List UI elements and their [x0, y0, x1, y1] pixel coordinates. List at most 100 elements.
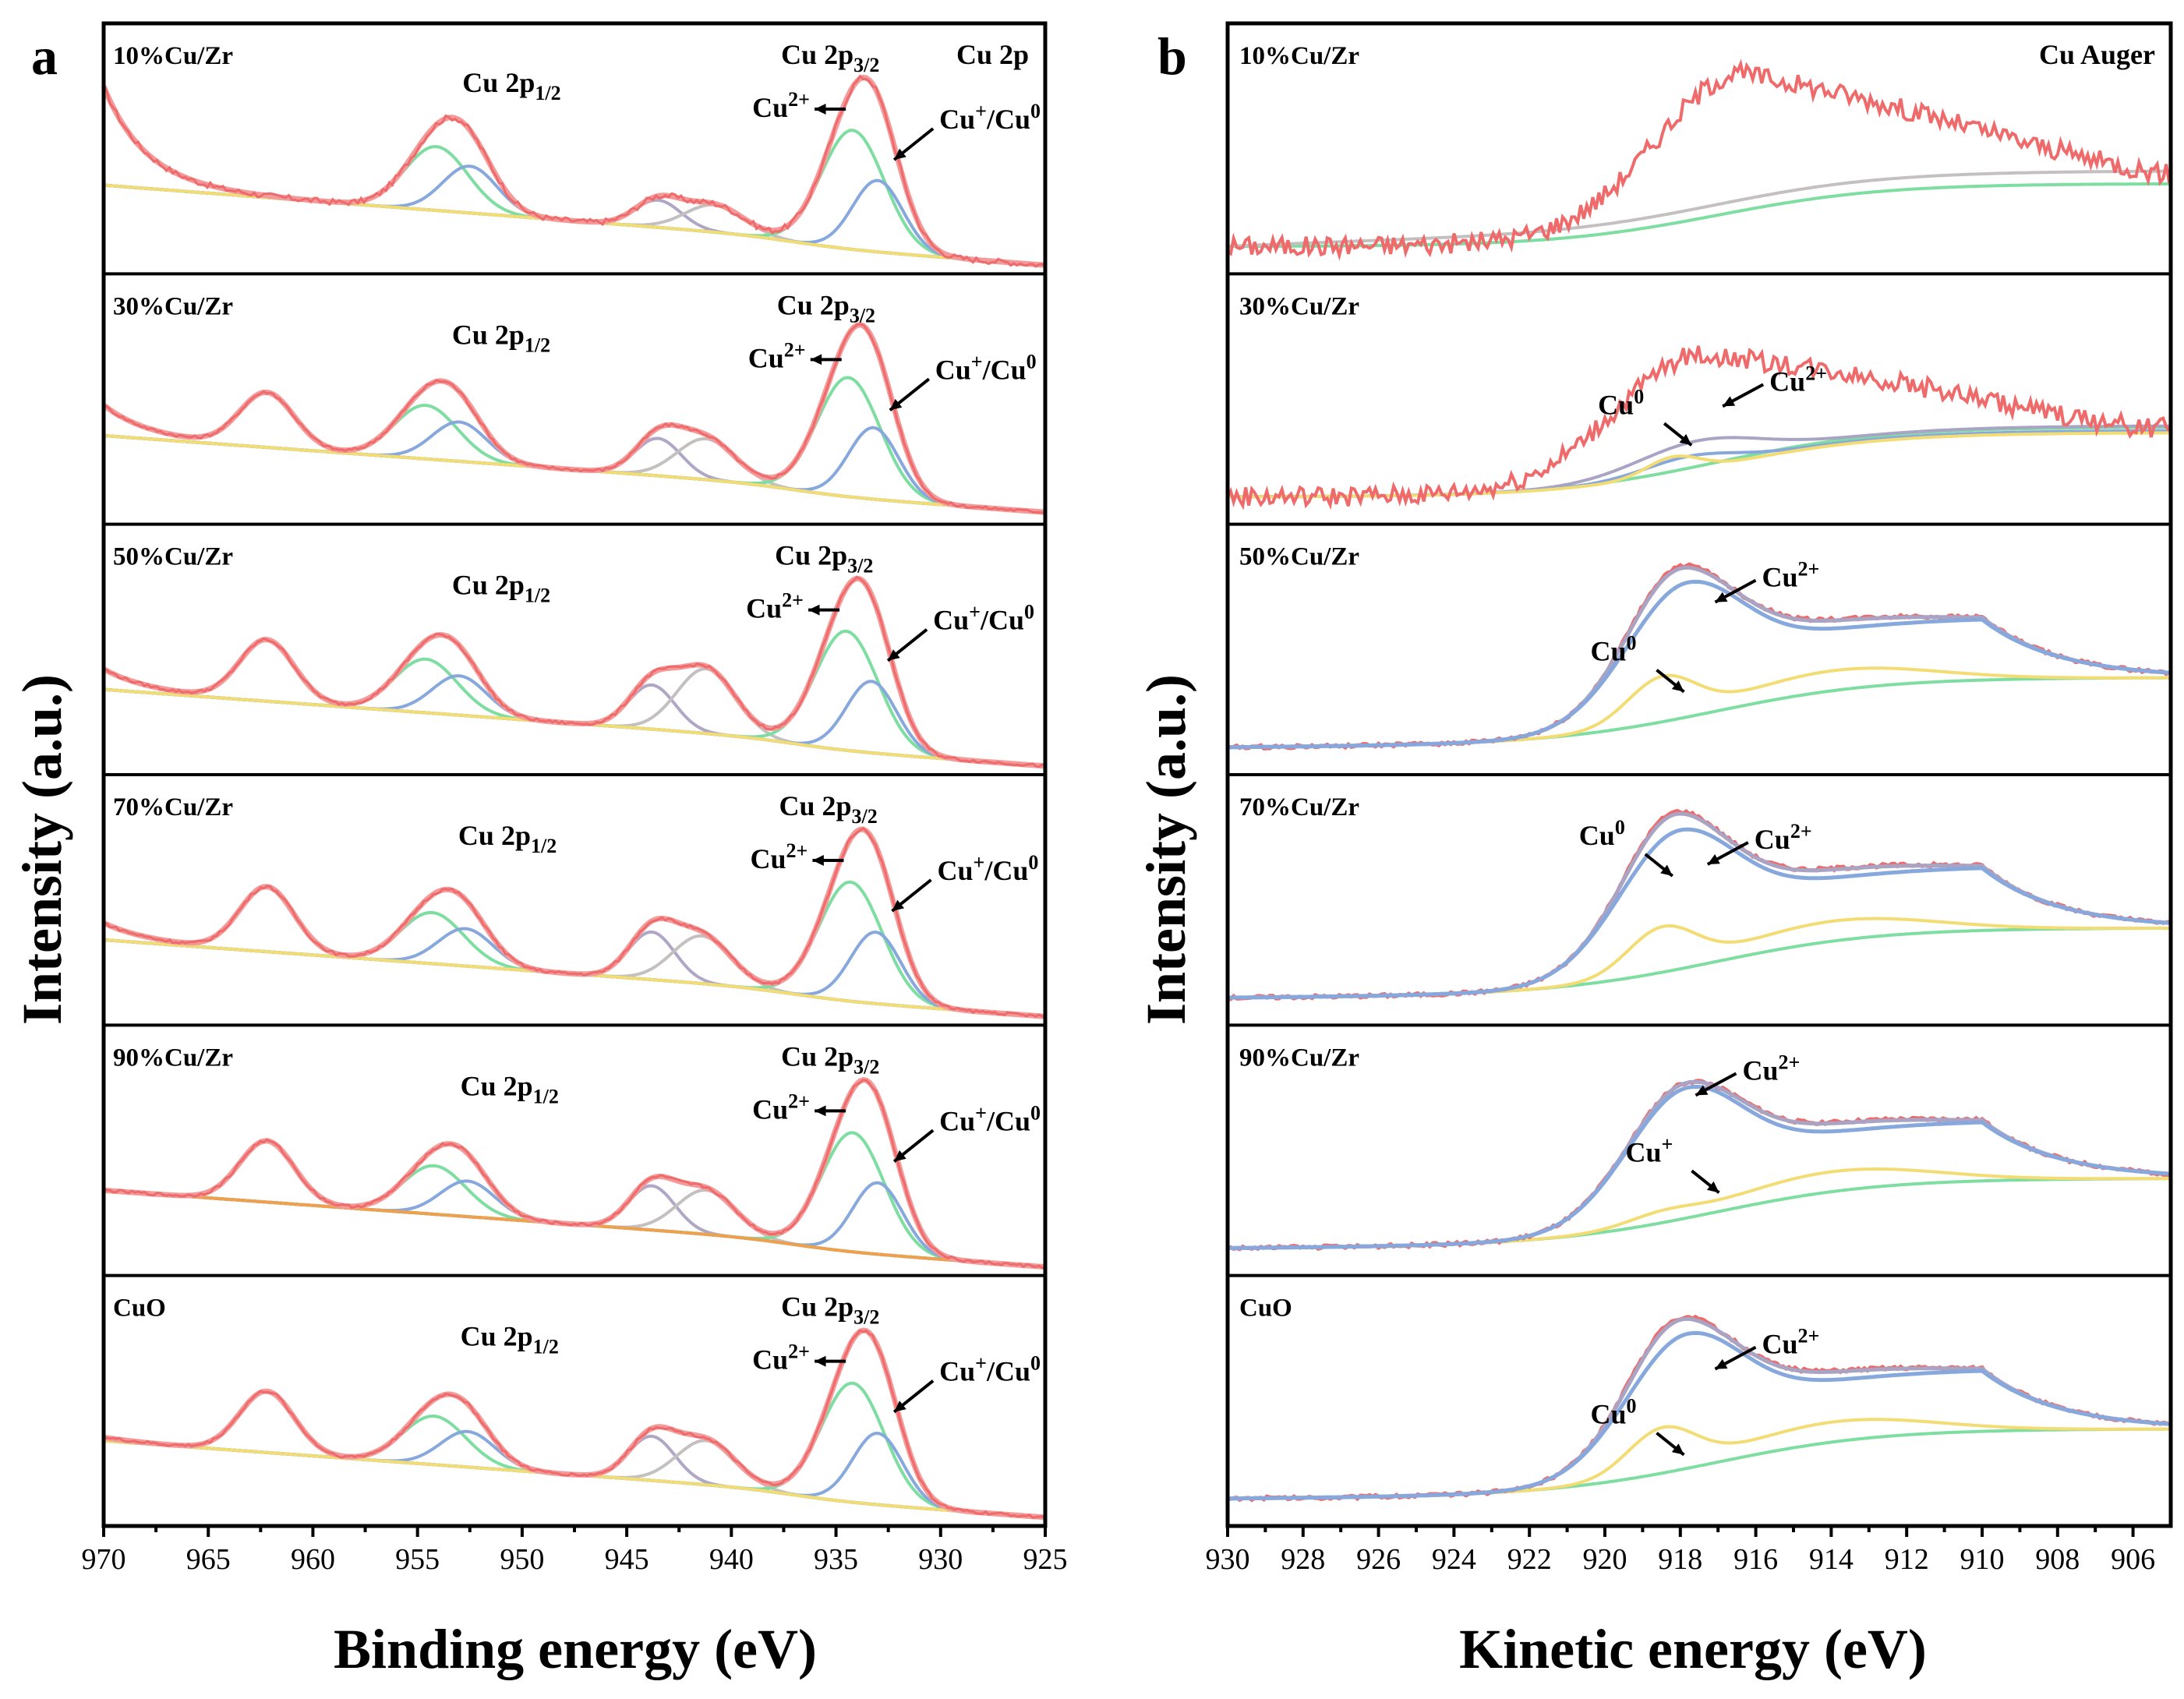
x-tick-label: 918	[1658, 1543, 1702, 1576]
arrow-cu-low-head	[1671, 1443, 1684, 1455]
arrow-cu2-head	[1723, 396, 1736, 407]
label-cu2: Cu2+	[748, 338, 806, 373]
arrow-cu2-head	[812, 855, 824, 866]
label-cu2: Cu2+	[1762, 1325, 1819, 1360]
background-line	[103, 1189, 1046, 1269]
label-cu2: Cu2+	[752, 1340, 810, 1376]
sample-label: 50%Cu/Zr	[113, 543, 233, 571]
x-tick-label: 916	[1733, 1543, 1778, 1576]
panel-b-ticks: 930 928 926 924 922 920 918 916 914 912 910 908 906	[1206, 1526, 2155, 1576]
label-cu-2p12: Cu 2p1/2	[458, 820, 557, 857]
background-line	[1228, 426, 2170, 499]
label-cu1-cu0: Cu+/Cu0	[939, 1101, 1041, 1136]
panel-b-dividers	[1228, 272, 2171, 1277]
sample-label: 10%Cu/Zr	[113, 42, 233, 70]
label-cu2: Cu2+	[750, 839, 808, 874]
cu2-component-2p12	[103, 910, 1046, 1019]
x-tick-label: 940	[709, 1543, 754, 1576]
envelope-fit	[101, 322, 1046, 515]
label-cu1-cu0: Cu+/Cu0	[937, 851, 1038, 886]
envelope-fit	[102, 826, 1046, 1019]
arrow-cu2-head	[1715, 592, 1728, 602]
label-cu1-cu0: Cu+/Cu0	[933, 601, 1034, 636]
fit-envelope	[1228, 424, 2170, 499]
label-cu0: Cu0	[1590, 1395, 1636, 1430]
x-tick-label: 922	[1507, 1543, 1552, 1576]
envelope-fit	[101, 74, 1046, 268]
cu2-component	[1227, 579, 2170, 750]
panel-a-dividers	[104, 272, 1045, 1277]
arrow-cu2-head	[1715, 1358, 1728, 1369]
fit-envelope	[1228, 1079, 2170, 1250]
arrow-cu1-cu0-head	[894, 148, 906, 160]
label-cu0: Cu0	[1579, 816, 1625, 851]
label-cu0: Cu0	[1598, 385, 1644, 420]
cu2-component	[1228, 827, 2170, 1000]
raw-spectrum	[1226, 1079, 2170, 1252]
raw-spectrum	[1226, 58, 2172, 261]
x-tick-label: 914	[1809, 1543, 1854, 1576]
panel-letter-b: b	[1157, 26, 1187, 86]
raw-spectrum	[103, 323, 1046, 515]
x-axis-title-a: Binding energy (eV)	[334, 1618, 817, 1680]
background-line	[103, 1439, 1046, 1519]
panel-a-ticks: 970 965 960 955 950 945 940 935 930 925	[82, 1526, 1068, 1576]
label-cu2: Cu2+	[746, 589, 804, 624]
arrow-cu2-head	[815, 1355, 826, 1367]
arrow-cu2-head	[815, 1105, 826, 1117]
label-cu-2p32: Cu 2p3/2	[781, 39, 879, 76]
label-cu1-cu0: Cu+/Cu0	[935, 350, 1037, 385]
sample-label: CuO	[113, 1295, 166, 1323]
panel-letter-a: a	[31, 26, 58, 86]
sample-label: 30%Cu/Zr	[1239, 292, 1359, 320]
sample-label: 50%Cu/Zr	[1239, 543, 1359, 571]
arrow-cu2-head	[1707, 854, 1720, 864]
arrow-cu-low-head	[1671, 680, 1684, 692]
arrow-cu-low-head	[1706, 1181, 1719, 1193]
label-cu-2p32: Cu 2p3/2	[775, 540, 873, 578]
panel-b-curves	[1226, 58, 2172, 1503]
y-axis-title-a: Intensity (a.u.)	[11, 674, 73, 1025]
panel-a-frame	[101, 21, 1048, 1528]
raw-spectrum	[1227, 1314, 2171, 1503]
arrow-cu2-head	[815, 104, 826, 115]
x-tick-label: 965	[186, 1543, 231, 1576]
panel-title-cu-auger: Cu Auger	[2039, 39, 2155, 70]
arrow-cu2-head	[810, 354, 822, 366]
x-tick-label: 970	[82, 1543, 126, 1576]
x-tick-label: 945	[605, 1543, 649, 1576]
label-cu-2p32: Cu 2p3/2	[777, 289, 875, 327]
label-cu0: Cu0	[1590, 632, 1636, 667]
label-cu1-cu0: Cu+/Cu0	[939, 100, 1041, 135]
sample-label: 10%Cu/Zr	[1239, 42, 1359, 70]
panel-b-frame	[1225, 21, 2173, 1528]
raw-spectrum	[103, 1079, 1046, 1270]
panel-b-labels: 10%Cu/Zr Cu Auger 30%Cu/Zr Cu0 Cu2+ 50%Cu/Zr C…	[1239, 39, 2155, 1457]
arrow-cu1-cu0-head	[888, 649, 900, 661]
arrow-cu2-head	[1695, 1085, 1709, 1096]
label-cu2: Cu2+	[752, 88, 810, 123]
label-cu2: Cu2+	[1769, 362, 1827, 397]
label-cu1: Cu+	[1625, 1132, 1673, 1167]
x-tick-label: 955	[395, 1543, 440, 1576]
background-line	[1228, 182, 2170, 249]
sample-label: 30%Cu/Zr	[113, 292, 233, 320]
satellite-peak-2	[103, 667, 1046, 768]
raw-spectrum	[1227, 562, 2171, 751]
fit-envelope	[1227, 565, 2170, 750]
raw-spectrum	[1227, 808, 2170, 1001]
x-axis-title-b: Kinetic energy (eV)	[1459, 1618, 1927, 1680]
label-cu-2p12: Cu 2p1/2	[462, 67, 560, 104]
label-cu-2p12: Cu 2p1/2	[452, 319, 550, 356]
raw-spectrum	[1226, 345, 2171, 510]
x-tick-label: 906	[2111, 1543, 2155, 1576]
sample-label: 90%Cu/Zr	[113, 1044, 233, 1072]
cu2-component-2p12	[103, 403, 1046, 514]
label-cu2: Cu2+	[1762, 558, 1819, 593]
sample-label: 70%Cu/Zr	[1239, 793, 1359, 821]
x-tick-label: 920	[1583, 1543, 1627, 1576]
arrow-cu1-cu0-head	[889, 398, 903, 411]
arrow-cu-low-head	[1660, 864, 1673, 876]
label-cu-2p12: Cu 2p1/2	[461, 1321, 559, 1358]
